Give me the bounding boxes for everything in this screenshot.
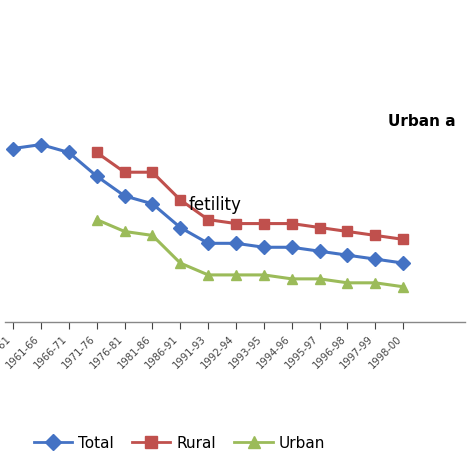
Legend: Total, Rural, Urban: Total, Rural, Urban [27, 429, 331, 457]
Text: Urban a: Urban a [388, 114, 456, 129]
Text: fetility: fetility [189, 196, 242, 214]
